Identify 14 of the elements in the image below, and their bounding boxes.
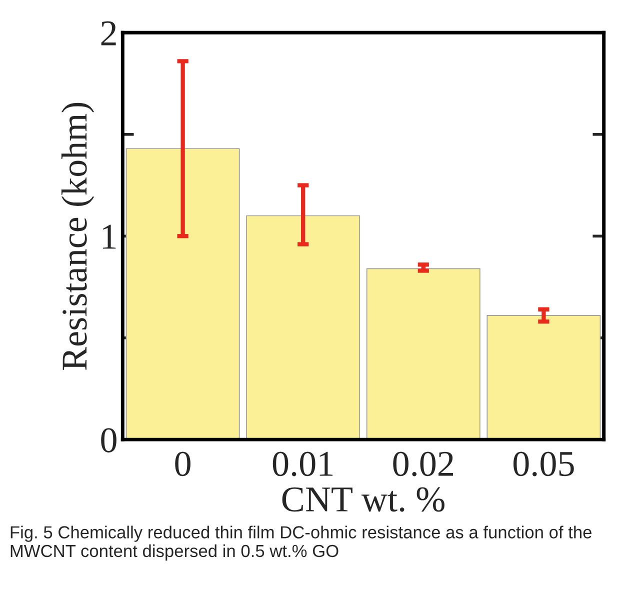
y-tick-label: 2 [101,21,116,46]
x-tick-label: 0 [175,452,190,476]
x-axis-title: CNT wt. % [282,487,444,512]
bar [246,215,360,440]
bar [126,148,240,440]
bar [366,268,480,440]
bar [486,315,601,440]
y-axis-title: Resistance (kohm) [61,102,94,370]
x-tick-label: 0.01 [272,452,333,476]
y-tick-label: 1 [102,224,116,249]
y-tick-label: 0 [101,428,116,452]
caption: Fig. 5 Chemically reduced thin film DC-ohmic resistance as a function of the MWCNT content dispersed in 0.5 wt.% GO [10,526,592,561]
x-tick-label: 0.02 [393,452,453,476]
x-tick-label: 0.05 [513,452,574,476]
